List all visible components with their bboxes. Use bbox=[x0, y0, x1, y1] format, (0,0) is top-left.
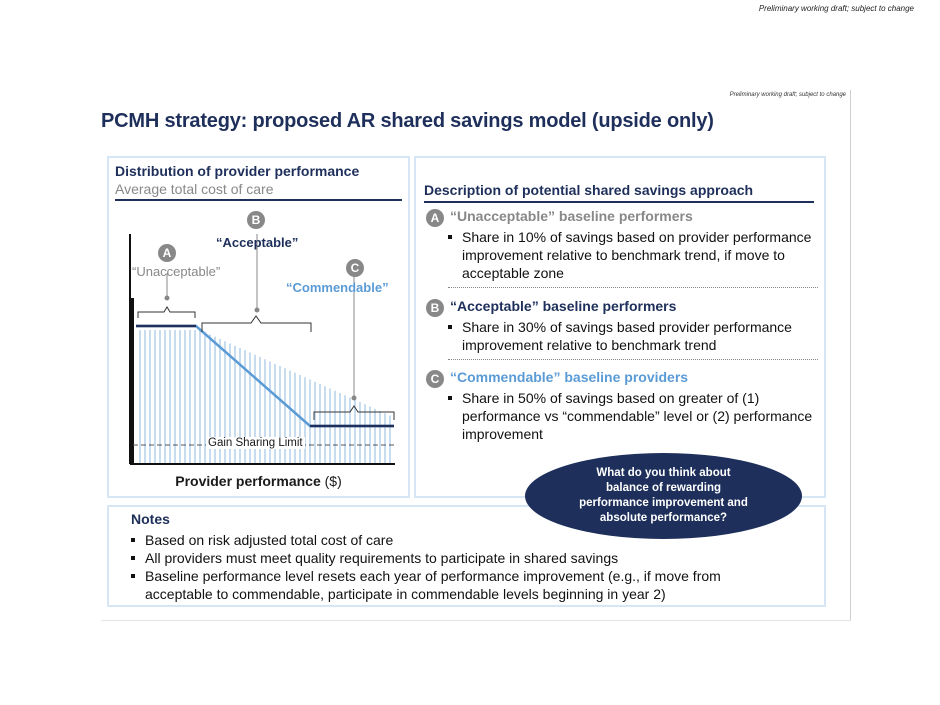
distribution-bar bbox=[184, 330, 186, 464]
description-panel: Description of potential shared savings … bbox=[414, 156, 826, 498]
distribution-bar bbox=[364, 404, 366, 464]
note-item: All providers must meet quality requirem… bbox=[131, 549, 791, 567]
distribution-bar bbox=[374, 408, 376, 464]
divider-2 bbox=[448, 359, 818, 360]
distribution-bar bbox=[369, 406, 371, 464]
distribution-subtitle: Average total cost of care bbox=[115, 181, 274, 197]
distribution-bar bbox=[174, 330, 176, 464]
distribution-bar bbox=[274, 363, 276, 464]
distribution-bar bbox=[229, 343, 231, 464]
distribution-bar bbox=[164, 330, 166, 464]
distribution-bar bbox=[354, 399, 356, 464]
distribution-bar bbox=[139, 330, 141, 464]
note-item: Baseline performance level resets each y… bbox=[131, 567, 791, 603]
distribution-bar bbox=[379, 411, 381, 464]
distribution-bar bbox=[289, 370, 291, 464]
marker-c: C bbox=[346, 259, 364, 277]
performance-chart bbox=[129, 234, 397, 465]
label-acceptable: “Acceptable” bbox=[216, 235, 299, 250]
brace-commendable bbox=[313, 405, 395, 420]
marker-b: B bbox=[247, 211, 265, 229]
distribution-bar bbox=[189, 330, 191, 464]
distribution-bar bbox=[219, 339, 221, 464]
distribution-bar bbox=[224, 341, 226, 464]
distribution-bar bbox=[334, 390, 336, 464]
y-axis-bar bbox=[129, 298, 134, 464]
distribution-bar bbox=[339, 393, 341, 464]
distribution-bar bbox=[249, 352, 251, 464]
label-commendable: “Commendable” bbox=[286, 280, 389, 295]
distribution-bar bbox=[359, 402, 361, 464]
distribution-bar bbox=[254, 354, 256, 464]
leader-dot-c bbox=[351, 395, 357, 401]
section-b-bullet: Share in 30% of savings based provider p… bbox=[448, 318, 818, 354]
distribution-bar bbox=[209, 334, 211, 464]
distribution-bar bbox=[199, 330, 201, 464]
callout-oval: What do you think about balance of rewar… bbox=[525, 453, 802, 539]
distribution-bar bbox=[259, 357, 261, 464]
slide-draft-note: Preliminary working draft; subject to ch… bbox=[729, 92, 846, 98]
distribution-title: Distribution of provider performance bbox=[115, 163, 360, 179]
draft-note: Preliminary working draft; subject to ch… bbox=[758, 4, 914, 13]
section-a-heading: “Unacceptable” baseline performers bbox=[450, 208, 693, 224]
distribution-bar bbox=[154, 330, 156, 464]
slide-title: PCMH strategy: proposed AR shared saving… bbox=[101, 110, 714, 132]
distribution-bar bbox=[234, 345, 236, 464]
distribution-bar bbox=[239, 348, 241, 464]
distribution-bar bbox=[244, 350, 246, 464]
section-b-heading: “Acceptable” baseline performers bbox=[450, 298, 677, 314]
distribution-bar bbox=[294, 372, 296, 464]
section-c-marker: C bbox=[426, 370, 444, 388]
distribution-bars bbox=[139, 330, 391, 464]
distribution-bar bbox=[149, 330, 151, 464]
x-axis-title: Provider performance ($) bbox=[109, 473, 408, 489]
distribution-bar bbox=[299, 375, 301, 464]
leader-dot-a bbox=[164, 295, 170, 301]
distribution-bar bbox=[284, 368, 286, 464]
distribution-bar bbox=[264, 359, 266, 464]
section-c-bullet: Share in 50% of savings based on greater… bbox=[448, 389, 818, 443]
leader-dot-b bbox=[254, 307, 260, 313]
distribution-bar bbox=[269, 361, 271, 464]
x-axis-label: Provider performance bbox=[175, 473, 321, 489]
brace-acceptable bbox=[201, 315, 312, 332]
callout-text: What do you think about balance of rewar… bbox=[579, 467, 748, 524]
distribution-bar bbox=[204, 332, 206, 464]
note-item: Based on risk adjusted total cost of car… bbox=[131, 531, 791, 549]
description-title: Description of potential shared savings … bbox=[424, 182, 754, 198]
distribution-bar bbox=[309, 379, 311, 464]
section-a-bullet: Share in 10% of savings based on provide… bbox=[448, 228, 818, 282]
distribution-title-rule bbox=[115, 199, 402, 201]
distribution-bar bbox=[214, 336, 216, 464]
distribution-bar bbox=[159, 330, 161, 464]
gain-sharing-label: Gain Sharing Limit bbox=[206, 437, 305, 449]
distribution-bar bbox=[144, 330, 146, 464]
notes-title: Notes bbox=[131, 511, 170, 527]
distribution-panel: Distribution of provider performance Ave… bbox=[107, 156, 410, 498]
brace-unacceptable bbox=[137, 306, 196, 318]
label-unacceptable: “Unacceptable” bbox=[132, 264, 221, 279]
slide: Preliminary working draft; subject to ch… bbox=[101, 90, 851, 621]
distribution-bar bbox=[349, 397, 351, 464]
x-axis-unit: ($) bbox=[324, 473, 342, 489]
distribution-bar bbox=[169, 330, 171, 464]
distribution-bar bbox=[179, 330, 181, 464]
distribution-bar bbox=[319, 384, 321, 464]
section-b-marker: B bbox=[426, 299, 444, 317]
marker-a: A bbox=[158, 244, 176, 262]
distribution-bar bbox=[194, 330, 196, 464]
divider-1 bbox=[448, 287, 818, 288]
distribution-bar bbox=[389, 415, 391, 464]
distribution-bar bbox=[344, 395, 346, 464]
section-a-marker: A bbox=[426, 209, 444, 227]
distribution-bar bbox=[279, 366, 281, 464]
distribution-bar bbox=[314, 381, 316, 464]
description-title-rule bbox=[424, 201, 814, 203]
distribution-bar bbox=[384, 413, 386, 464]
section-c-heading: “Commendable” baseline providers bbox=[450, 369, 689, 385]
